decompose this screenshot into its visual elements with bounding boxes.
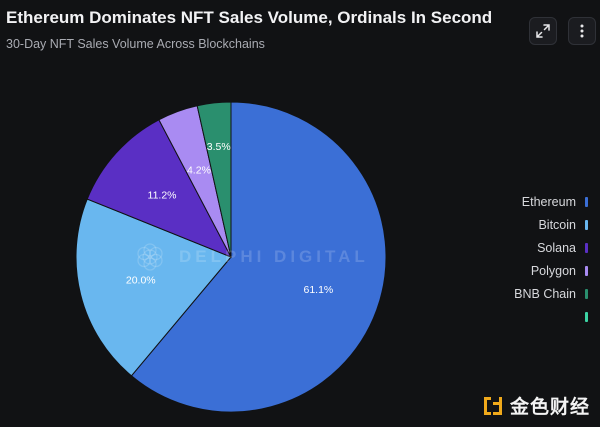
pie-slice-bnb-chain[interactable] (196, 101, 232, 258)
expand-button[interactable] (529, 17, 557, 45)
slice-label-bitcoin: 20.0% (126, 275, 156, 287)
legend-swatch (585, 242, 588, 253)
legend-item-solana[interactable]: Solana (514, 236, 588, 259)
more-options-button[interactable] (568, 17, 596, 45)
legend-item-ethereum[interactable]: Ethereum (514, 190, 588, 213)
slice-label-polygon: 4.2% (187, 165, 211, 177)
legend-swatch (585, 219, 588, 230)
slice-label-solana: 11.2% (148, 190, 177, 202)
legend-item-polygon[interactable]: Polygon (514, 259, 588, 282)
slice-label-bnb-chain: 3.5% (207, 141, 231, 153)
legend-item-extra (514, 305, 588, 328)
pie-slice-solana[interactable] (86, 119, 233, 258)
expand-icon (536, 24, 550, 38)
legend-item-bnb-chain[interactable]: BNB Chain (514, 282, 588, 305)
legend-item-bitcoin[interactable]: Bitcoin (514, 213, 588, 236)
legend-label: Solana (537, 240, 576, 255)
pie-slice-bitcoin[interactable] (75, 198, 232, 377)
legend-label: Ethereum (521, 194, 576, 209)
pie-slice-labels: 61.1% 20.0% 11.2% 4.2% 3.5% (126, 141, 333, 296)
brand-watermark: 金色财经 (482, 392, 590, 419)
delphi-flower-logo (137, 243, 163, 271)
chart-title: Ethereum Dominates NFT Sales Volume, Ord… (6, 8, 493, 27)
legend-label: Bitcoin (538, 217, 576, 232)
chart-legend: Ethereum Bitcoin Solana Polygon BNB Chain (514, 190, 588, 328)
brand-text: 金色财经 (509, 397, 590, 418)
watermark-text: DELPHI DIGITAL (179, 247, 369, 266)
legend-swatch (585, 196, 588, 207)
legend-label: Polygon (530, 263, 576, 278)
pie-slices (75, 101, 387, 413)
chart-subtitle: 30-Day NFT Sales Volume Across Blockchai… (6, 37, 265, 51)
legend-swatch (585, 311, 588, 322)
slice-label-ethereum: 61.1% (304, 284, 334, 296)
legend-swatch (585, 288, 588, 299)
legend-swatch (585, 265, 588, 276)
more-vertical-icon (580, 24, 584, 38)
pie-slice-ethereum[interactable] (130, 101, 387, 413)
legend-label: BNB Chain (514, 286, 576, 301)
golden-finance-logo (483, 396, 502, 415)
